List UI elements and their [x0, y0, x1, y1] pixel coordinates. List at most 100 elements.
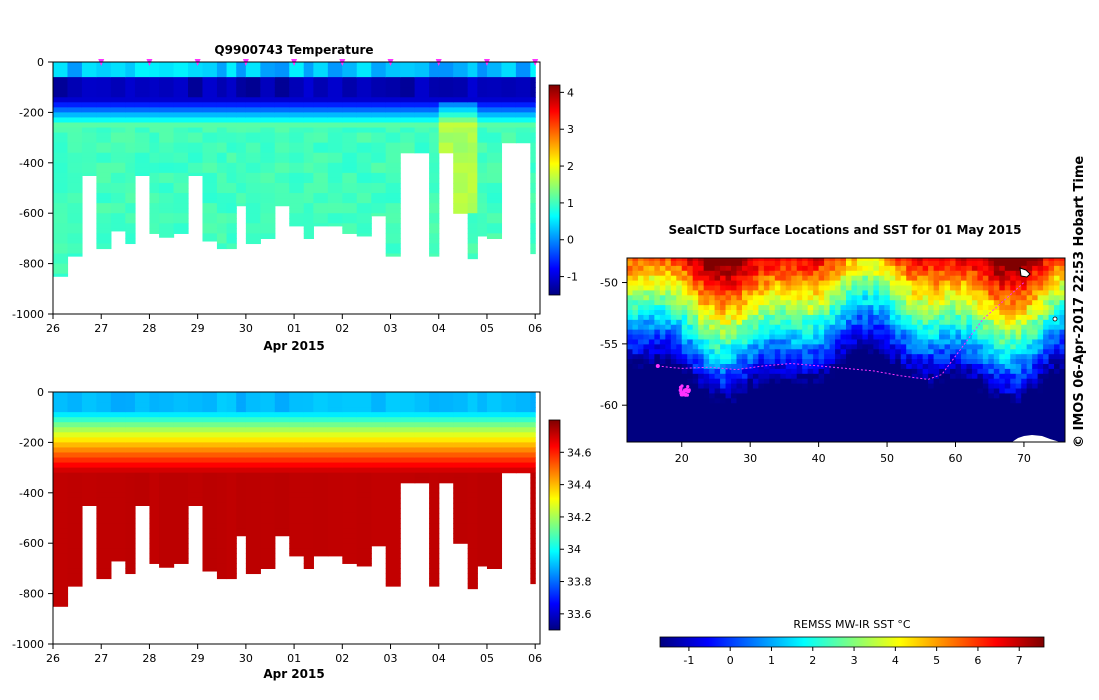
sst-cell	[900, 309, 907, 315]
sst-cell	[741, 258, 748, 261]
salinity-cell	[96, 563, 112, 569]
temperature-cell	[327, 223, 343, 227]
sst-cell	[763, 412, 770, 418]
sst-cell	[731, 422, 738, 428]
sst-cell	[944, 275, 951, 281]
temperature-cell	[429, 62, 440, 68]
sst-cell	[676, 270, 683, 276]
salinity-cell	[342, 502, 358, 509]
sst-cell	[922, 383, 929, 389]
temperature-cell	[356, 77, 372, 83]
sst-cell	[692, 299, 699, 306]
sst-cell	[977, 378, 984, 384]
temperature-cell	[371, 77, 387, 83]
sst-cell	[747, 260, 754, 266]
sst-cell	[933, 280, 940, 286]
sst-cell	[681, 304, 688, 311]
salinity-cell	[530, 543, 536, 549]
sst-cell	[818, 368, 825, 374]
temperature-cell	[371, 198, 387, 204]
sst-cell	[917, 432, 924, 438]
sst-cell	[698, 402, 705, 409]
sst-cell	[747, 309, 754, 315]
sst-cell	[648, 427, 655, 433]
salinity-cell	[236, 417, 247, 423]
sst-cell	[928, 324, 935, 330]
temperature-cell	[216, 243, 228, 250]
sst-cell	[785, 422, 792, 428]
sst-cell	[725, 343, 732, 350]
temperature-cell	[226, 127, 237, 134]
sst-cell	[966, 388, 973, 394]
temperature-cell	[216, 132, 228, 139]
temperature-cell	[414, 67, 430, 73]
sst-cell	[944, 280, 951, 286]
sst-cell	[824, 334, 831, 340]
sst-cell	[659, 427, 666, 433]
sst-cell	[681, 270, 688, 276]
sst-cell	[791, 368, 798, 374]
salinity-cell	[400, 467, 416, 474]
salinity-cell	[216, 573, 228, 580]
sst-cell	[632, 319, 639, 325]
sst-cell	[944, 338, 951, 345]
temperature-cell	[149, 152, 160, 159]
sst-map-panel: SealCTD Surface Locations and SST for 01…	[600, 223, 1066, 667]
sst-cell	[818, 397, 825, 404]
temperature-cell	[414, 82, 430, 88]
sst-cell	[752, 258, 759, 261]
temperature-cell	[260, 182, 276, 189]
salinity-cell	[342, 482, 358, 489]
salinity-cell	[159, 502, 175, 509]
temperature-cell	[149, 67, 160, 73]
temperature-cell	[202, 92, 218, 98]
sst-cell	[950, 432, 956, 438]
salinity-cell	[530, 442, 536, 449]
sst-cell	[763, 422, 770, 428]
salinity-cell	[313, 412, 329, 418]
sst-cell	[911, 388, 918, 394]
sst-cell	[791, 412, 798, 418]
salinity-cell	[342, 397, 358, 403]
sst-cell	[928, 402, 935, 409]
temperature-cell	[67, 177, 83, 184]
salinity-cell	[530, 518, 536, 524]
sst-cell	[917, 427, 924, 433]
salinity-cell	[371, 533, 387, 539]
sst-cell	[692, 260, 699, 266]
temperature-cell	[188, 107, 204, 113]
sst-cell	[955, 284, 962, 291]
sst-cell	[813, 338, 820, 345]
temperature-cell	[515, 137, 531, 144]
sst-cell	[950, 353, 956, 360]
sst-cell	[791, 265, 798, 271]
temperature-cell	[289, 122, 305, 129]
sst-cell	[714, 280, 721, 286]
sst-cell	[731, 275, 738, 281]
temperature-cell	[236, 132, 247, 139]
salinity-cell	[438, 457, 454, 464]
temperature-cell	[260, 87, 276, 93]
temperature-cell	[467, 92, 478, 98]
salinity-cell	[289, 412, 305, 418]
sst-cell	[889, 294, 896, 301]
salinity-cell	[173, 417, 189, 423]
sst-cell	[884, 304, 891, 311]
temperature-cell	[356, 117, 372, 124]
sst-cell	[774, 343, 781, 350]
sst-cell	[709, 280, 716, 286]
sst-cell	[720, 422, 727, 428]
temperature-cell	[134, 72, 151, 78]
sst-cell	[741, 294, 748, 301]
sst-cell	[627, 358, 633, 364]
sst-cell	[791, 324, 798, 330]
salinity-cell	[303, 467, 314, 474]
temperature-cell	[530, 233, 536, 239]
salinity-cell	[429, 528, 440, 534]
sst-cell	[873, 437, 880, 442]
temperature-cell	[188, 117, 204, 124]
salinity-cell	[414, 452, 430, 459]
temperature-cell	[400, 102, 416, 108]
temperature-cell	[530, 228, 536, 234]
sst-cell	[758, 388, 765, 394]
